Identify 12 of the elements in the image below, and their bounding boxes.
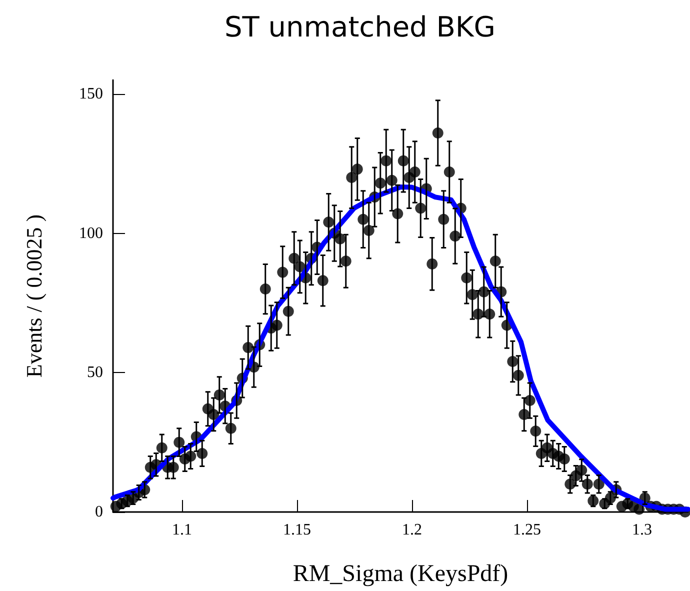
x-tick-label: 1.1 [172,522,192,538]
y-tick-label: 50 [87,364,103,382]
x-tick-label: 1.25 [513,522,541,538]
chart-title: ST unmatched BKG [224,10,496,44]
x-tick-label: 1.2 [402,522,422,538]
x-axis-title: RM_Sigma (KeysPdf) [292,561,508,587]
x-tick-label: 1.3 [632,522,652,538]
y-tick-label: 100 [79,224,103,242]
y-tick-label: 150 [79,85,103,102]
y-tick-label: 0 [95,504,103,520]
x-tick-label: 1.15 [283,522,311,538]
y-axis-title: Events / ( 0.0025 ) [22,214,46,378]
